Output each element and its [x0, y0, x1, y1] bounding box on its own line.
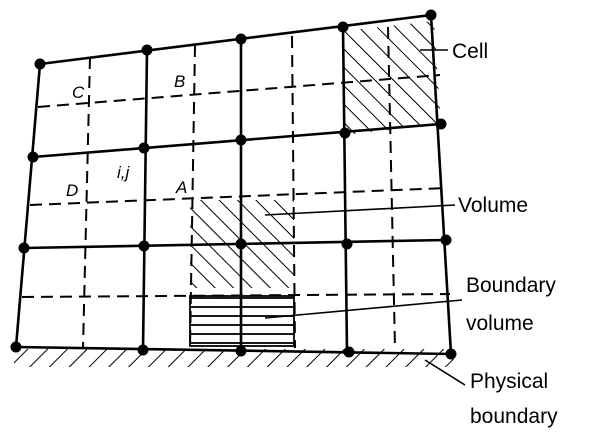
point-label-ij: i,j — [117, 163, 131, 182]
point-label-c: C — [72, 83, 85, 102]
physical-boundary-label-line1: Physical — [470, 370, 548, 393]
boundary-volume-label-line1: Boundary — [466, 274, 556, 297]
volume-label: Volume — [458, 194, 528, 217]
cell-hatch — [343, 21, 441, 135]
leader-lines — [264, 49, 466, 386]
physical-boundary-label-line2: boundary — [470, 405, 558, 428]
point-label-b: B — [174, 72, 185, 91]
cell-label: Cell — [452, 40, 488, 63]
grid-nodes — [10, 9, 457, 360]
point-label-d: D — [66, 181, 78, 200]
point-label-a: A — [175, 178, 187, 197]
boundary-volume-label-line2: volume — [466, 312, 534, 335]
